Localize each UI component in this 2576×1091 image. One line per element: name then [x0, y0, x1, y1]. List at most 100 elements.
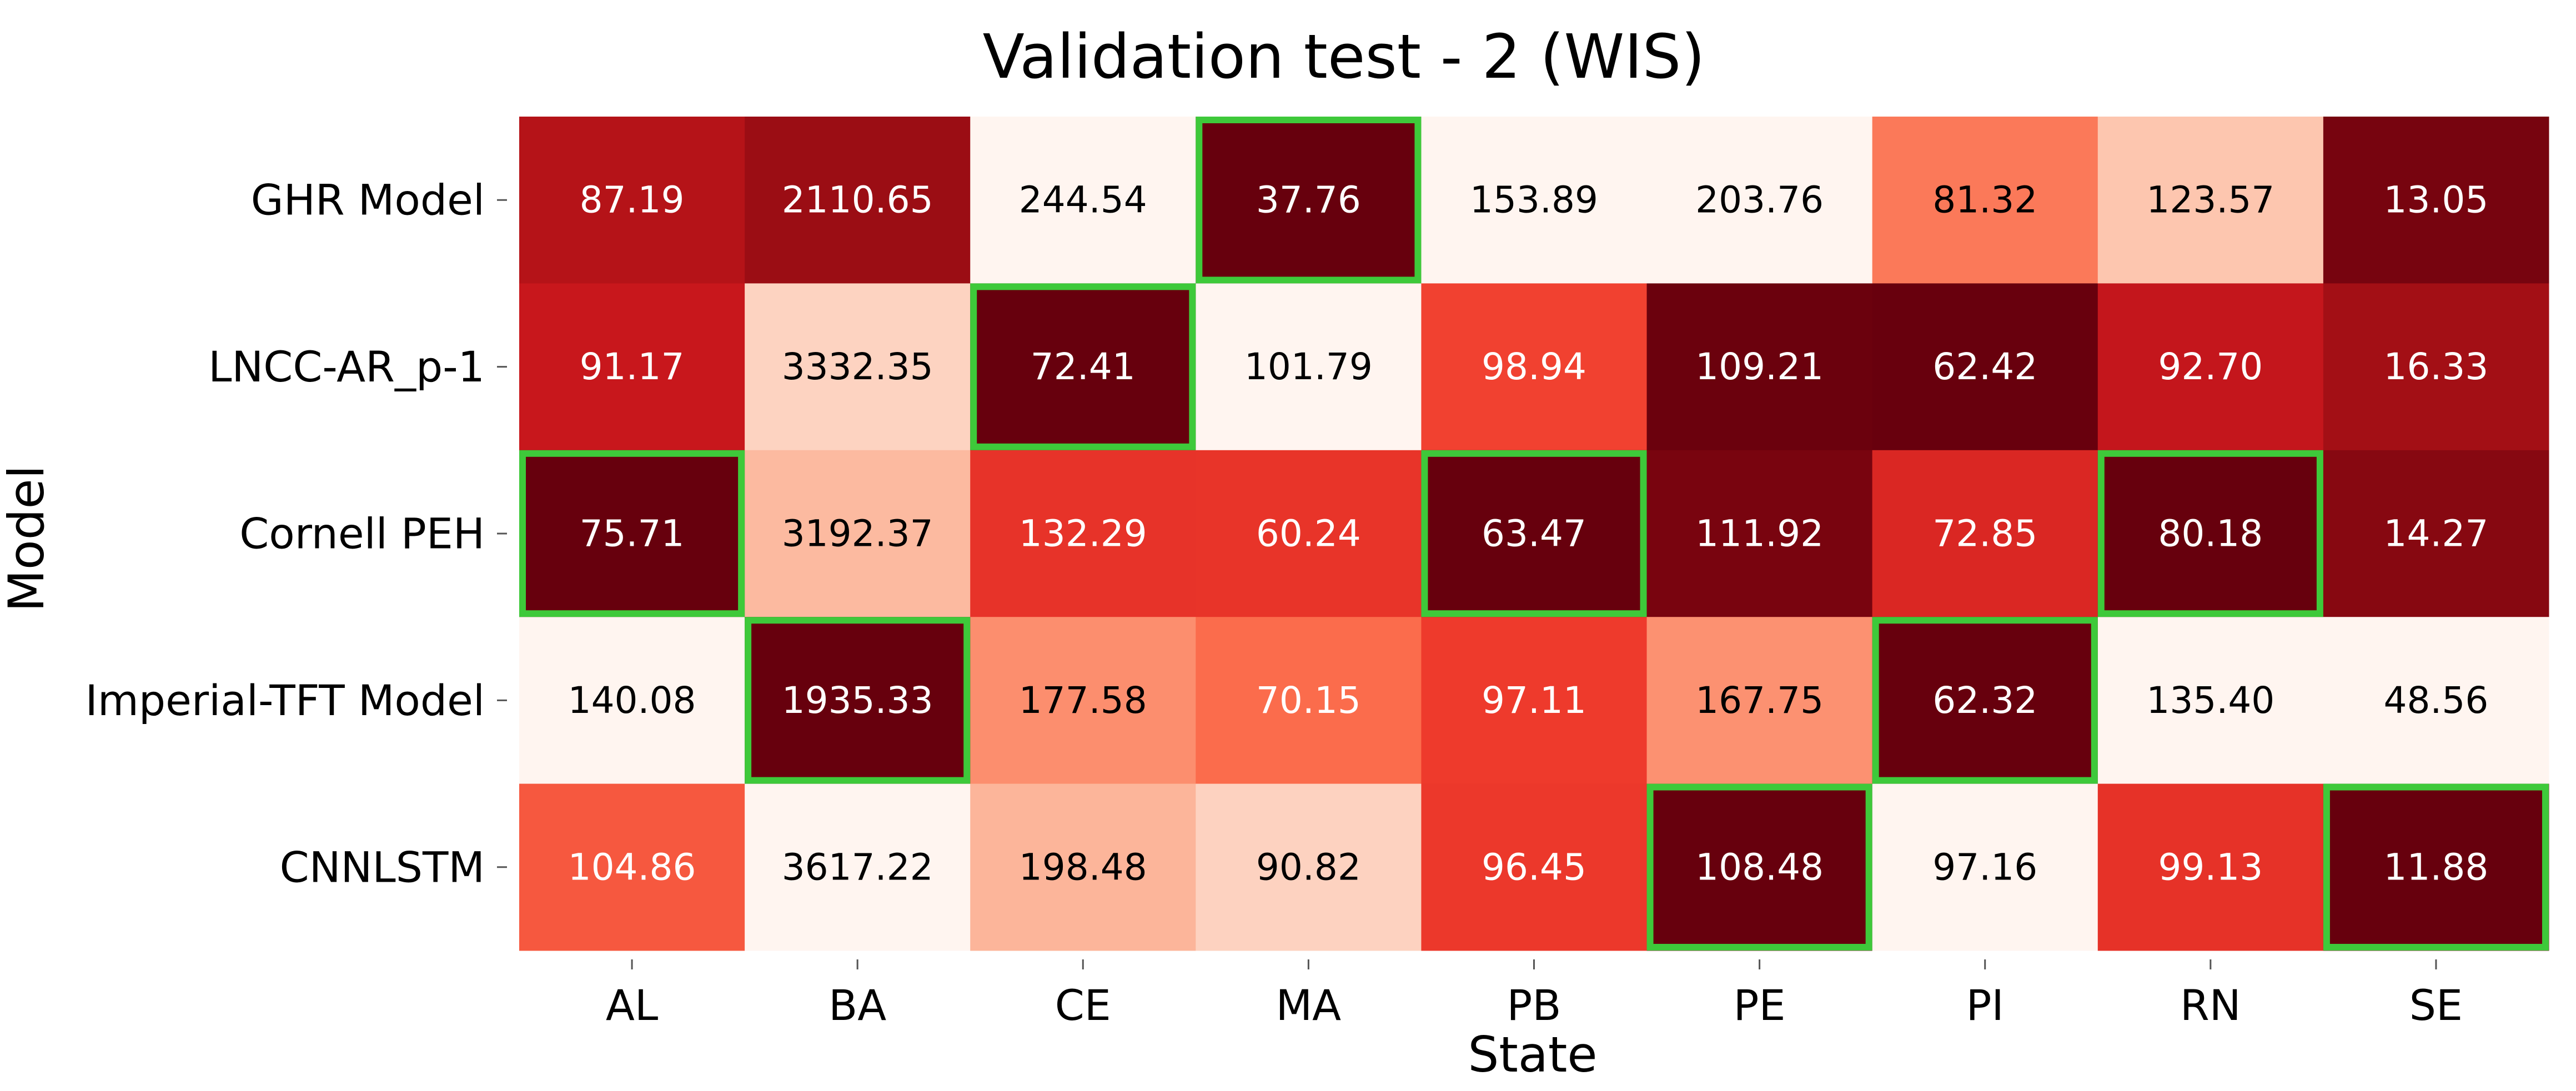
cell-value-label: 91.17	[580, 345, 685, 388]
heatmap-cell	[970, 283, 1196, 451]
x-tick-label: MA	[1276, 981, 1342, 1030]
heatmap-cell	[1421, 783, 1648, 951]
cell-value-label: 87.19	[580, 179, 685, 222]
best-value-highlight	[1196, 117, 1422, 284]
heatmap-cell	[1646, 283, 1873, 451]
cell-value-label: 108.48	[1695, 846, 1824, 888]
cell-value-label: 3332.35	[782, 345, 933, 388]
heatmap-cell	[745, 450, 971, 617]
x-axis-ticks: AL BA CE MA PB PE PI RN SE	[606, 959, 2463, 1030]
cell-value-label: 3617.22	[782, 846, 933, 888]
heatmap-cell	[1872, 117, 2098, 284]
heatmap-cell	[970, 617, 1196, 785]
heatmap-cell	[1196, 283, 1422, 451]
heatmap-cell	[519, 783, 745, 951]
y-axis-label: Model	[0, 465, 55, 612]
heatmap-cell	[2323, 450, 2549, 617]
cell-value-label: 80.18	[2158, 512, 2263, 555]
heatmap-cell	[519, 283, 745, 451]
x-tick-label: PE	[1734, 981, 1786, 1030]
heatmap-cell	[1872, 783, 2098, 951]
cell-value-label: 72.41	[1031, 345, 1136, 388]
heatmap-cell	[1646, 117, 1873, 284]
cell-value-label: 90.82	[1256, 846, 1361, 888]
cell-value-label: 97.11	[1482, 679, 1586, 722]
heatmap-cell	[2097, 783, 2324, 951]
best-value-highlight	[519, 450, 745, 617]
x-tick-label: BA	[828, 981, 886, 1030]
x-tick-label: SE	[2409, 981, 2463, 1030]
cell-value-label: 63.47	[1482, 512, 1586, 555]
heatmap-cell	[970, 450, 1196, 617]
heatmap-cell	[1196, 117, 1422, 284]
heatmap-cell	[1646, 783, 1873, 951]
heatmap-cell	[2323, 117, 2549, 284]
heatmap-cell	[519, 117, 745, 284]
cell-value-label: 48.56	[2383, 679, 2488, 722]
cell-value-label: 99.13	[2158, 846, 2263, 888]
y-tick-label: CNNLSTM	[280, 842, 485, 892]
cell-value-labels: 87.19 91.17 75.71 140.08 104.86 2110.65 3332.3…	[568, 179, 2489, 889]
cell-value-label: 11.88	[2383, 846, 2488, 888]
heatmap-cell	[519, 450, 745, 617]
cell-value-label: 140.08	[568, 679, 696, 722]
cell-value-label: 132.29	[1019, 512, 1147, 555]
heatmap-cell	[970, 117, 1196, 284]
cell-value-label: 81.32	[1932, 179, 2037, 222]
cell-value-label: 104.86	[568, 846, 696, 888]
cell-value-label: 92.70	[2158, 345, 2263, 388]
best-value-highlight	[1646, 783, 1872, 951]
heatmap-cell	[1421, 117, 1648, 284]
y-tick-label: Cornell PEH	[239, 509, 485, 559]
heatmap-cell	[1196, 783, 1422, 951]
best-value-highlight	[2097, 450, 2323, 617]
cell-value-label: 75.71	[580, 512, 685, 555]
heatmap-cell	[2323, 283, 2549, 451]
cell-value-label: 70.15	[1256, 679, 1361, 722]
heatmap-cell	[745, 783, 971, 951]
cell-value-label: 13.05	[2383, 179, 2488, 222]
heatmap-cell	[1872, 450, 2098, 617]
cell-value-label: 167.75	[1695, 679, 1824, 722]
heatmap-cell	[1196, 617, 1422, 785]
heatmap-cell	[1421, 450, 1648, 617]
cell-value-label: 244.54	[1019, 179, 1147, 222]
x-axis-label: State	[1468, 1026, 1598, 1083]
heatmap-cell	[1646, 617, 1873, 785]
cell-value-label: 109.21	[1695, 345, 1824, 388]
y-tick-label: GHR Model	[251, 175, 485, 225]
cell-value-label: 1935.33	[782, 679, 933, 722]
heatmap-cell	[745, 283, 971, 451]
cell-value-label: 135.40	[2146, 679, 2274, 722]
cell-value-label: 153.89	[1470, 179, 1598, 222]
x-tick-label: AL	[606, 981, 658, 1030]
cell-value-label: 37.76	[1256, 179, 1361, 222]
cell-value-label: 14.27	[2383, 512, 2488, 555]
cell-value-label: 96.45	[1482, 846, 1586, 888]
heatmap-cell	[1872, 617, 2098, 785]
best-value-highlight	[2323, 783, 2549, 951]
heatmap-cell	[2097, 450, 2324, 617]
cell-value-label: 198.48	[1019, 846, 1147, 888]
cell-value-label: 62.32	[1932, 679, 2037, 722]
best-value-highlight	[1872, 617, 2098, 784]
heatmap-cell	[2097, 283, 2324, 451]
cell-value-label: 97.16	[1932, 846, 2037, 888]
cell-value-label: 2110.65	[782, 179, 933, 222]
cell-value-label: 3192.37	[782, 512, 933, 555]
heatmap-cell	[1421, 283, 1648, 451]
heatmap-cell	[1872, 283, 2098, 451]
heatmap-cell	[1421, 617, 1648, 785]
cell-value-label: 123.57	[2146, 179, 2274, 222]
heatmap-cells	[519, 117, 2549, 951]
y-tick-label: Imperial-TFT Model	[85, 676, 485, 725]
cell-value-label: 62.42	[1932, 345, 2037, 388]
heatmap-cell	[2323, 783, 2549, 951]
heatmap-cell	[2097, 117, 2324, 284]
best-value-highlight	[745, 617, 971, 784]
cell-value-label: 101.79	[1244, 345, 1373, 388]
heatmap-cell	[519, 617, 745, 785]
heatmap-cell	[970, 783, 1196, 951]
cell-value-label: 60.24	[1256, 512, 1361, 555]
